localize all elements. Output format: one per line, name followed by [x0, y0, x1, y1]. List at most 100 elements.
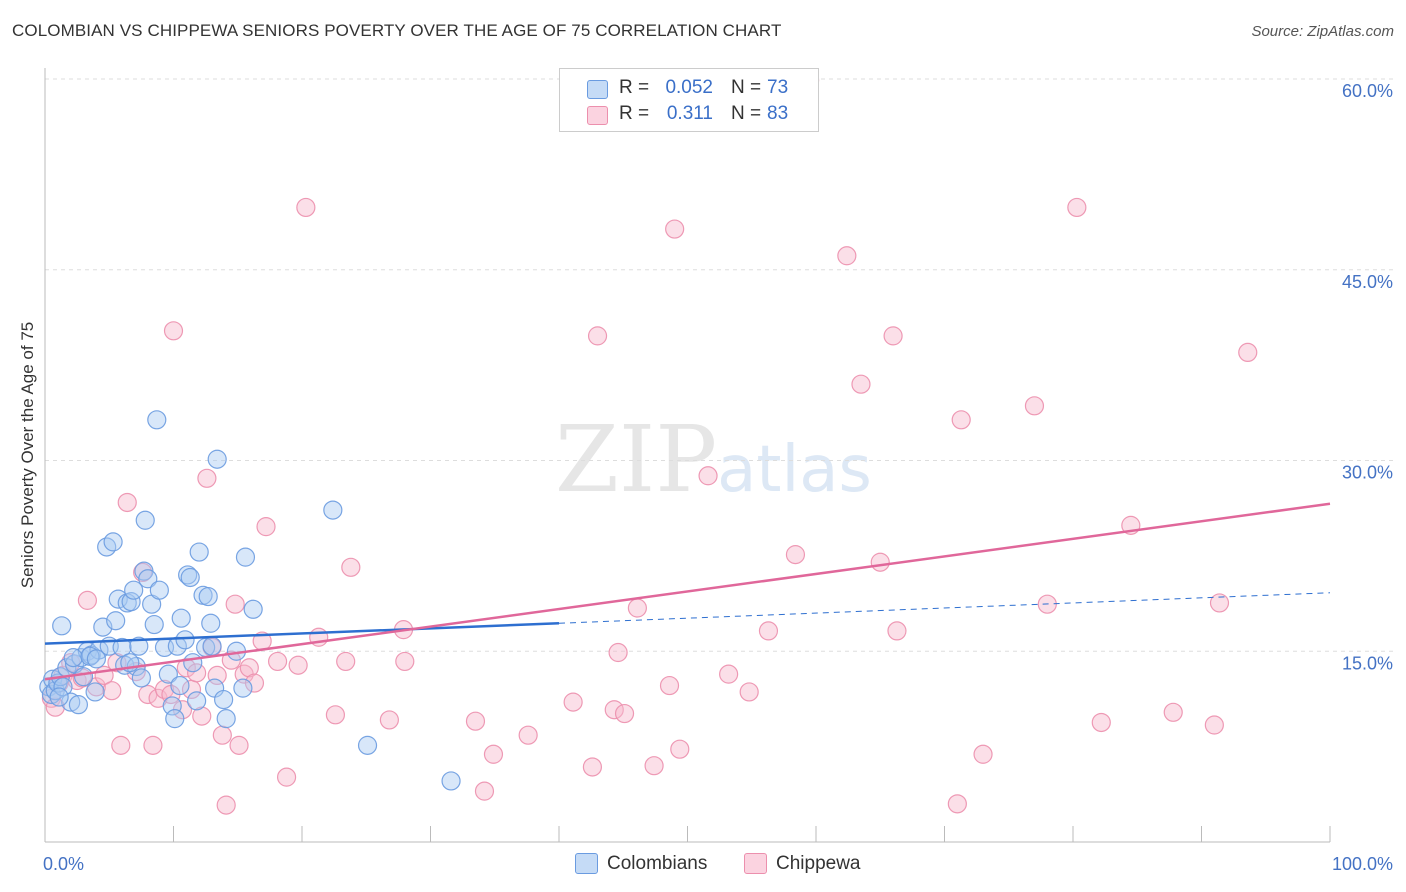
point-colombians [171, 608, 191, 628]
point-chippewa [102, 681, 122, 701]
point-colombians [189, 542, 209, 562]
point-colombians [149, 580, 169, 600]
point-chippewa [225, 594, 245, 614]
point-chippewa [296, 197, 316, 218]
point-colombians [214, 689, 234, 710]
y-tick-label: 30.0% [1342, 463, 1393, 483]
point-chippewa [644, 756, 664, 776]
point-colombians [175, 630, 195, 650]
point-colombians [170, 675, 190, 696]
legend-n-label: N = [731, 77, 762, 98]
legend-r-label: R = [619, 77, 650, 98]
point-colombians [441, 771, 461, 791]
point-chippewa [229, 735, 249, 755]
legend-r-value: 0.052 [665, 77, 713, 98]
point-chippewa [163, 321, 184, 341]
point-chippewa [627, 598, 647, 618]
point-colombians [97, 537, 117, 557]
point-chippewa [851, 374, 871, 394]
point-colombians [158, 664, 178, 684]
point-colombians [235, 547, 256, 567]
point-colombians [216, 709, 236, 729]
point-colombians [52, 616, 72, 636]
point-colombians [103, 532, 123, 552]
source-label: Source: ZipAtlas.com [1251, 23, 1394, 40]
legend-n-value: 83 [767, 103, 789, 124]
point-chippewa [698, 466, 718, 486]
point-chippewa [341, 557, 361, 577]
legend-row-chippewa: R = 0.311 N = 83 [560, 101, 818, 127]
bottom-legend-label-colombians: Colombians [607, 853, 708, 874]
point-colombians [135, 510, 155, 530]
point-chippewa [187, 663, 207, 683]
point-chippewa [518, 725, 538, 745]
point-chippewa [563, 692, 583, 712]
point-chippewa [951, 410, 971, 430]
point-colombians [131, 668, 151, 688]
point-chippewa [212, 725, 232, 745]
point-chippewa [604, 700, 624, 720]
point-chippewa [474, 781, 495, 801]
trend-line-dashed-colombians [558, 592, 1331, 624]
point-chippewa [336, 651, 356, 672]
point-colombians [144, 614, 164, 635]
point-chippewa [143, 735, 163, 755]
point-colombians [73, 667, 94, 687]
trend-line-chippewa [44, 502, 1331, 681]
point-colombians [124, 580, 144, 600]
point-colombians [61, 692, 81, 712]
y-tick-label: 60.0% [1342, 81, 1393, 101]
point-chippewa [758, 621, 779, 641]
y-tick-label: 15.0% [1342, 653, 1393, 673]
point-chippewa [1024, 396, 1045, 416]
point-colombians [147, 410, 167, 430]
legend-swatch-chippewa [587, 106, 608, 125]
point-chippewa [111, 735, 131, 755]
bottom-legend-label-chippewa: Chippewa [776, 853, 861, 874]
legend-swatch-colombians [587, 80, 608, 99]
legend-r-label: R = [619, 103, 650, 124]
point-chippewa [1204, 715, 1224, 735]
point-chippewa [582, 757, 603, 777]
point-chippewa [719, 664, 739, 684]
point-chippewa [325, 705, 346, 725]
trend-line-colombians [44, 622, 560, 645]
point-chippewa [395, 651, 415, 672]
point-chippewa [785, 545, 806, 565]
point-chippewa [288, 655, 308, 675]
point-colombians [68, 695, 89, 715]
point-chippewa [587, 326, 608, 346]
point-chippewa [379, 710, 399, 730]
legend-n-value: 73 [767, 77, 789, 98]
point-chippewa [192, 706, 212, 726]
point-chippewa [256, 517, 276, 537]
point-chippewa [659, 675, 680, 696]
chart-title: COLOMBIAN VS CHIPPEWA SENIORS POVERTY OV… [12, 21, 782, 40]
point-chippewa [1163, 702, 1183, 722]
point-colombians [121, 592, 141, 612]
point-chippewa [870, 552, 890, 572]
legend-r-value: 0.311 [666, 103, 713, 124]
point-colombians [165, 709, 185, 729]
point-chippewa [1209, 593, 1230, 613]
point-colombians [198, 586, 218, 607]
x-tick-label: 0.0% [43, 854, 84, 874]
point-colombians [129, 636, 149, 656]
point-chippewa [1067, 197, 1087, 218]
point-chippewa [197, 468, 217, 488]
point-chippewa [276, 767, 297, 787]
point-colombians [178, 565, 198, 585]
y-tick-label: 45.0% [1342, 272, 1393, 292]
point-chippewa [239, 658, 259, 678]
legend-n-label: N = [731, 103, 762, 124]
watermark-atlas: atlas [717, 433, 872, 507]
point-chippewa [244, 673, 265, 693]
point-colombians [207, 449, 227, 469]
watermark-zip: ZIP [555, 406, 718, 513]
point-chippewa [465, 711, 486, 731]
point-chippewa [133, 562, 153, 583]
point-chippewa [973, 744, 993, 764]
point-chippewa [77, 590, 98, 610]
point-chippewa [887, 621, 907, 641]
